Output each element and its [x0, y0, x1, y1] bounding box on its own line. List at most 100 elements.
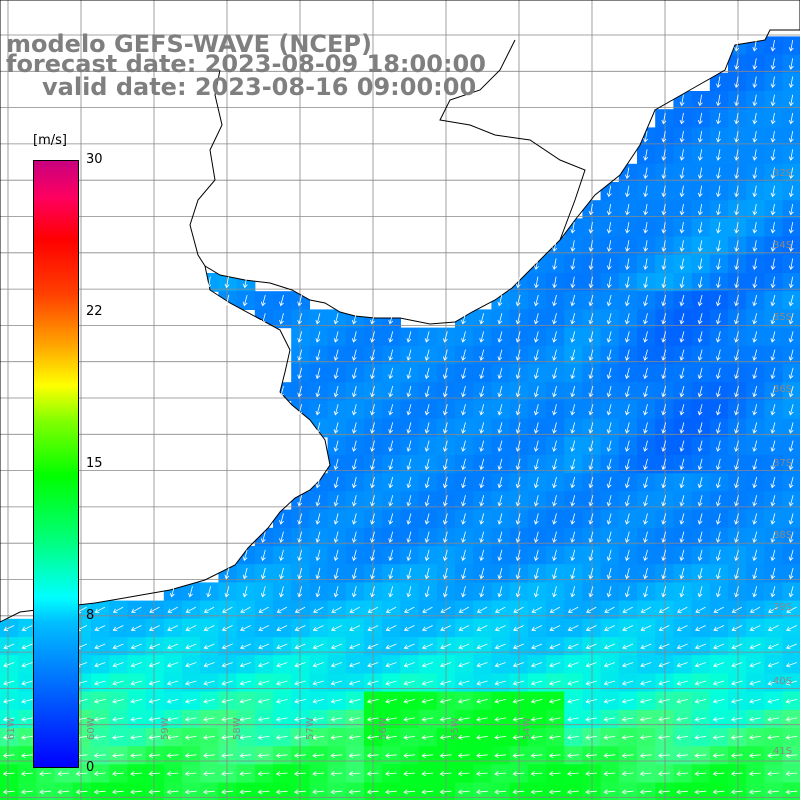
wind-speed-cell [163, 600, 183, 620]
wind-arrow [421, 752, 434, 758]
wind-arrow [643, 276, 649, 289]
wind-arrow [567, 606, 579, 613]
wind-arrow [370, 476, 375, 489]
wind-arrow [640, 625, 652, 632]
wind-arrow [694, 643, 706, 650]
wind-speed-cell [618, 618, 638, 638]
wind-arrow [712, 771, 725, 777]
wind-arrow [388, 458, 394, 471]
wind-speed-cell [345, 600, 365, 620]
wind-arrow [533, 567, 539, 580]
wind-speed-cell [163, 618, 183, 638]
wind-arrow [621, 698, 634, 704]
wind-arrow [440, 625, 452, 632]
wind-arrow [661, 495, 667, 507]
wind-arrow [639, 771, 652, 777]
wind-arrow [606, 313, 612, 325]
wind-arrow [366, 771, 379, 777]
wind-arrow [75, 771, 88, 777]
wind-speed-cell [200, 618, 219, 638]
wind-arrow [330, 662, 343, 668]
wind-arrow [513, 606, 524, 613]
wind-arrow [624, 458, 630, 471]
wind-arrow [661, 185, 667, 198]
wind-arrow [457, 789, 470, 795]
wind-arrow [279, 586, 284, 598]
wind-arrow [348, 734, 361, 740]
wind-arrow [734, 203, 740, 216]
wind-arrow [94, 625, 106, 632]
wind-arrow [239, 771, 252, 777]
wind-arrow [315, 385, 321, 398]
wind-arrow [367, 625, 379, 632]
wind-arrow [770, 40, 776, 52]
wind-arrow [370, 458, 375, 471]
wind-arrow [348, 698, 361, 704]
wind-arrow [497, 567, 503, 580]
wind-arrow [530, 680, 543, 686]
wind-arrow [749, 716, 761, 722]
wind-arrow [276, 680, 288, 686]
wind-arrow [643, 149, 649, 161]
wind-arrow [770, 112, 776, 125]
wind-arrow [21, 734, 33, 740]
wind-arrow [331, 606, 342, 613]
wind-arrow [130, 625, 142, 632]
wind-arrow [240, 606, 251, 613]
wind-arrow [679, 422, 685, 434]
wind-speed-cell [254, 600, 274, 620]
wind-arrow [621, 789, 634, 795]
wind-arrow [351, 440, 357, 452]
wind-arrow [257, 771, 270, 777]
wind-arrow [588, 313, 594, 325]
wind-arrow [585, 643, 597, 650]
wind-arrow [752, 240, 758, 252]
wind-arrow [276, 662, 288, 668]
wind-arrow [479, 404, 485, 416]
wind-arrow [567, 716, 579, 722]
wind-arrow [533, 404, 539, 416]
wind-arrow [442, 549, 448, 562]
wind-arrow [370, 586, 375, 598]
wind-arrow [257, 752, 270, 758]
wind-arrow [2, 716, 15, 722]
wind-arrow [658, 789, 670, 795]
wind-arrow [494, 680, 506, 686]
wind-speed-cell [746, 618, 765, 638]
wind-arrow [716, 203, 721, 216]
wind-arrow [388, 495, 394, 507]
wind-speed-cell [200, 600, 219, 620]
lat-label-32s: 32S [773, 168, 793, 179]
wind-arrow [643, 367, 648, 380]
wind-arrow [588, 422, 594, 434]
wind-arrow [785, 752, 798, 758]
wind-arrow [406, 513, 412, 525]
wind-arrow [94, 662, 106, 668]
wind-arrow [421, 734, 434, 740]
wind-arrow [351, 404, 357, 416]
wind-arrow [257, 680, 270, 686]
wind-arrow [260, 567, 266, 580]
wind-arrow [533, 476, 539, 489]
wind-speed-cell [382, 600, 401, 620]
wind-arrow [297, 567, 303, 580]
forecast-date: forecast date: 2023-08-09 18:00:00 [6, 50, 486, 78]
wind-arrow [752, 476, 758, 489]
wind-arrow [533, 549, 539, 562]
wind-arrow [333, 567, 339, 580]
wind-arrow [788, 294, 794, 307]
wind-arrow [730, 789, 743, 795]
wind-arrow [21, 771, 33, 777]
wind-arrow [479, 495, 485, 507]
wind-arrow [624, 367, 630, 380]
wind-arrow [515, 586, 521, 598]
wind-arrow [752, 276, 758, 289]
wind-arrow [494, 625, 506, 632]
wind-arrow [403, 662, 415, 668]
wind-arrow [713, 606, 724, 613]
wind-arrow [752, 167, 758, 180]
wind-arrow [494, 662, 506, 668]
lon-label-56w: 56W [378, 717, 389, 740]
